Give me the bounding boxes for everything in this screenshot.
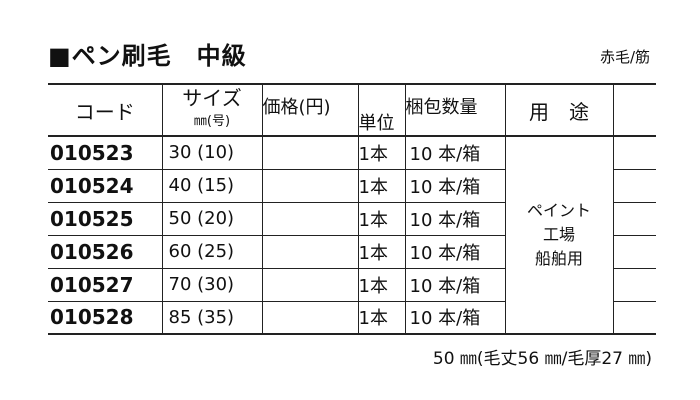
code-cell: 010526 — [48, 235, 163, 269]
price-cell — [261, 301, 359, 335]
unit-cell: 1本 — [357, 235, 406, 269]
price-cell — [261, 268, 359, 302]
blank-cell — [612, 301, 656, 335]
header-unit: 単位 — [357, 84, 406, 136]
code-cell: 010527 — [48, 268, 163, 302]
unit-cell: 1本 — [357, 136, 406, 170]
header-blank — [612, 84, 656, 136]
price-cell — [261, 169, 359, 203]
bristle-type: 赤毛/筋 — [599, 48, 650, 66]
qty-cell: 10 本/箱 — [404, 268, 506, 302]
header-code: コード — [48, 84, 163, 136]
code-cell: 010528 — [48, 301, 163, 335]
table-row: 010523 30 (10) 1本 10 本/箱 ペイント 工場 船舶用 — [48, 136, 656, 334]
footnote: 50 ㎜(毛丈56 ㎜/毛厚27 ㎜) — [432, 349, 652, 369]
size-cell: 30 (10) — [161, 136, 263, 170]
price-cell — [261, 136, 359, 170]
qty-cell: 10 本/箱 — [404, 202, 506, 236]
table-row: 010527 70 (30) 1本 10 本/箱 — [48, 268, 656, 302]
header-size-label: サイズ — [182, 86, 242, 110]
unit-cell: 1本 — [357, 202, 406, 236]
qty-cell: 10 本/箱 — [404, 235, 506, 269]
size-cell: 50 (20) — [161, 202, 263, 236]
usage-line: 船舶用 — [534, 249, 583, 268]
usage-line: 工場 — [542, 225, 575, 244]
blank-cell — [612, 202, 656, 236]
unit-cell: 1本 — [357, 301, 406, 335]
code-cell: 010523 — [48, 136, 163, 170]
header-price: 価格(円) — [261, 84, 359, 136]
qty-cell: 10 本/箱 — [404, 136, 506, 170]
page-title: ■ペン刷毛 中級 — [48, 42, 247, 70]
table-row: 010525 50 (20) 1本 10 本/箱 — [48, 202, 656, 236]
blank-cell — [612, 268, 656, 302]
code-cell: 010525 — [48, 202, 163, 236]
price-cell — [261, 202, 359, 236]
header-size-unit: ㎜(号) — [193, 114, 231, 129]
table-row: 010526 60 (25) 1本 10 本/箱 — [48, 235, 656, 269]
size-cell: 40 (15) — [161, 169, 263, 203]
blank-cell — [612, 235, 656, 269]
price-cell — [261, 235, 359, 269]
usage-cell: ペイント 工場 船舶用 — [504, 136, 614, 334]
qty-cell: 10 本/箱 — [404, 169, 506, 203]
usage-line: ペイント — [526, 201, 591, 220]
code-cell: 010524 — [48, 169, 163, 203]
qty-cell: 10 本/箱 — [404, 301, 506, 335]
size-cell: 60 (25) — [161, 235, 263, 269]
unit-cell: 1本 — [357, 169, 406, 203]
blank-cell — [612, 169, 656, 203]
size-cell: 85 (35) — [161, 301, 263, 335]
unit-cell: 1本 — [357, 268, 406, 302]
table-row: 010524 40 (15) 1本 10 本/箱 — [48, 169, 656, 203]
size-cell: 70 (30) — [161, 268, 263, 302]
header-usage: 用 途 — [504, 84, 614, 136]
table-row: 010528 85 (35) 1本 10 本/箱 — [48, 301, 656, 335]
header-qty: 梱包数量 — [404, 84, 506, 136]
blank-cell — [612, 136, 656, 170]
